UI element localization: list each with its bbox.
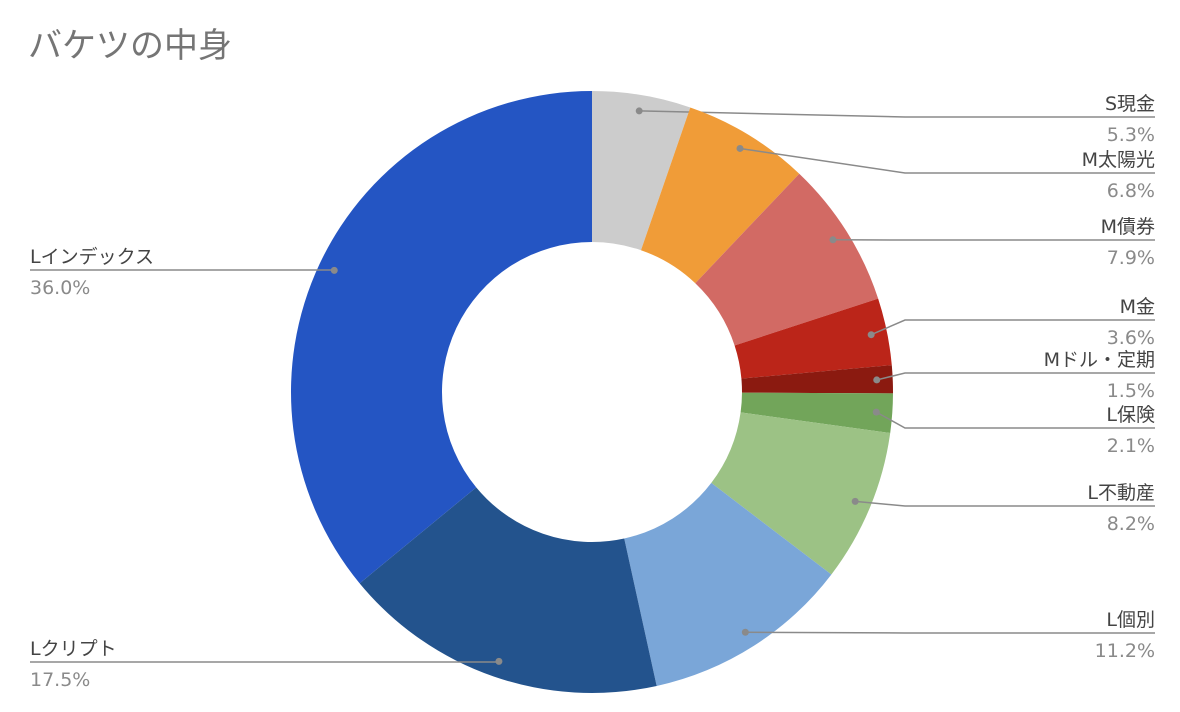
slice [291, 91, 592, 584]
legend-label: L個別 [1106, 609, 1155, 631]
legend-label: M債券 [1101, 216, 1155, 238]
leader-dot [330, 266, 338, 274]
value-label: 2.1% [1107, 435, 1155, 457]
leader-dot [635, 107, 643, 115]
value-label: 17.5% [30, 669, 90, 691]
leader-line [745, 631, 1155, 634]
value-label: 3.6% [1107, 327, 1155, 349]
leader-line [876, 372, 1155, 381]
leader-line [870, 319, 1155, 336]
slice [740, 392, 893, 433]
slice [695, 173, 879, 346]
value-label: 5.3% [1107, 124, 1155, 146]
value-label: 11.2% [1095, 640, 1155, 662]
slice [624, 482, 832, 686]
legend-label: Lクリプト [30, 638, 117, 660]
leader-line [30, 661, 500, 663]
leader-dot [741, 628, 749, 636]
legend-label: M太陽光 [1082, 149, 1155, 171]
value-label: 8.2% [1107, 513, 1155, 535]
leader-dot [495, 657, 503, 665]
legend-label: L保険 [1106, 404, 1155, 426]
slice [592, 91, 691, 251]
legend-label: Mドル・定期 [1044, 349, 1155, 371]
leader-dot [829, 236, 837, 244]
slice [711, 412, 891, 575]
value-label: 6.8% [1107, 180, 1155, 202]
slice [734, 298, 892, 379]
leader-dot [736, 144, 744, 152]
legend-label: S現金 [1105, 93, 1155, 115]
slice [359, 487, 657, 693]
leader-dot [867, 331, 875, 339]
value-label: 36.0% [30, 277, 90, 299]
legend-label: Lインデックス [30, 246, 154, 268]
leader-line [875, 411, 1155, 429]
chart-title: バケツの中身 [28, 26, 232, 66]
legend-label: M金 [1120, 296, 1155, 318]
slice [741, 365, 893, 394]
value-label: 7.9% [1107, 247, 1155, 269]
value-label: 1.5% [1107, 380, 1155, 402]
leader-dot [873, 376, 881, 384]
leader-dot [851, 497, 859, 505]
leader-line [739, 147, 1155, 174]
legend-label: L不動産 [1087, 482, 1155, 504]
leader-line [855, 500, 1155, 507]
leader-dot [872, 408, 880, 416]
leader-line [639, 110, 1155, 118]
